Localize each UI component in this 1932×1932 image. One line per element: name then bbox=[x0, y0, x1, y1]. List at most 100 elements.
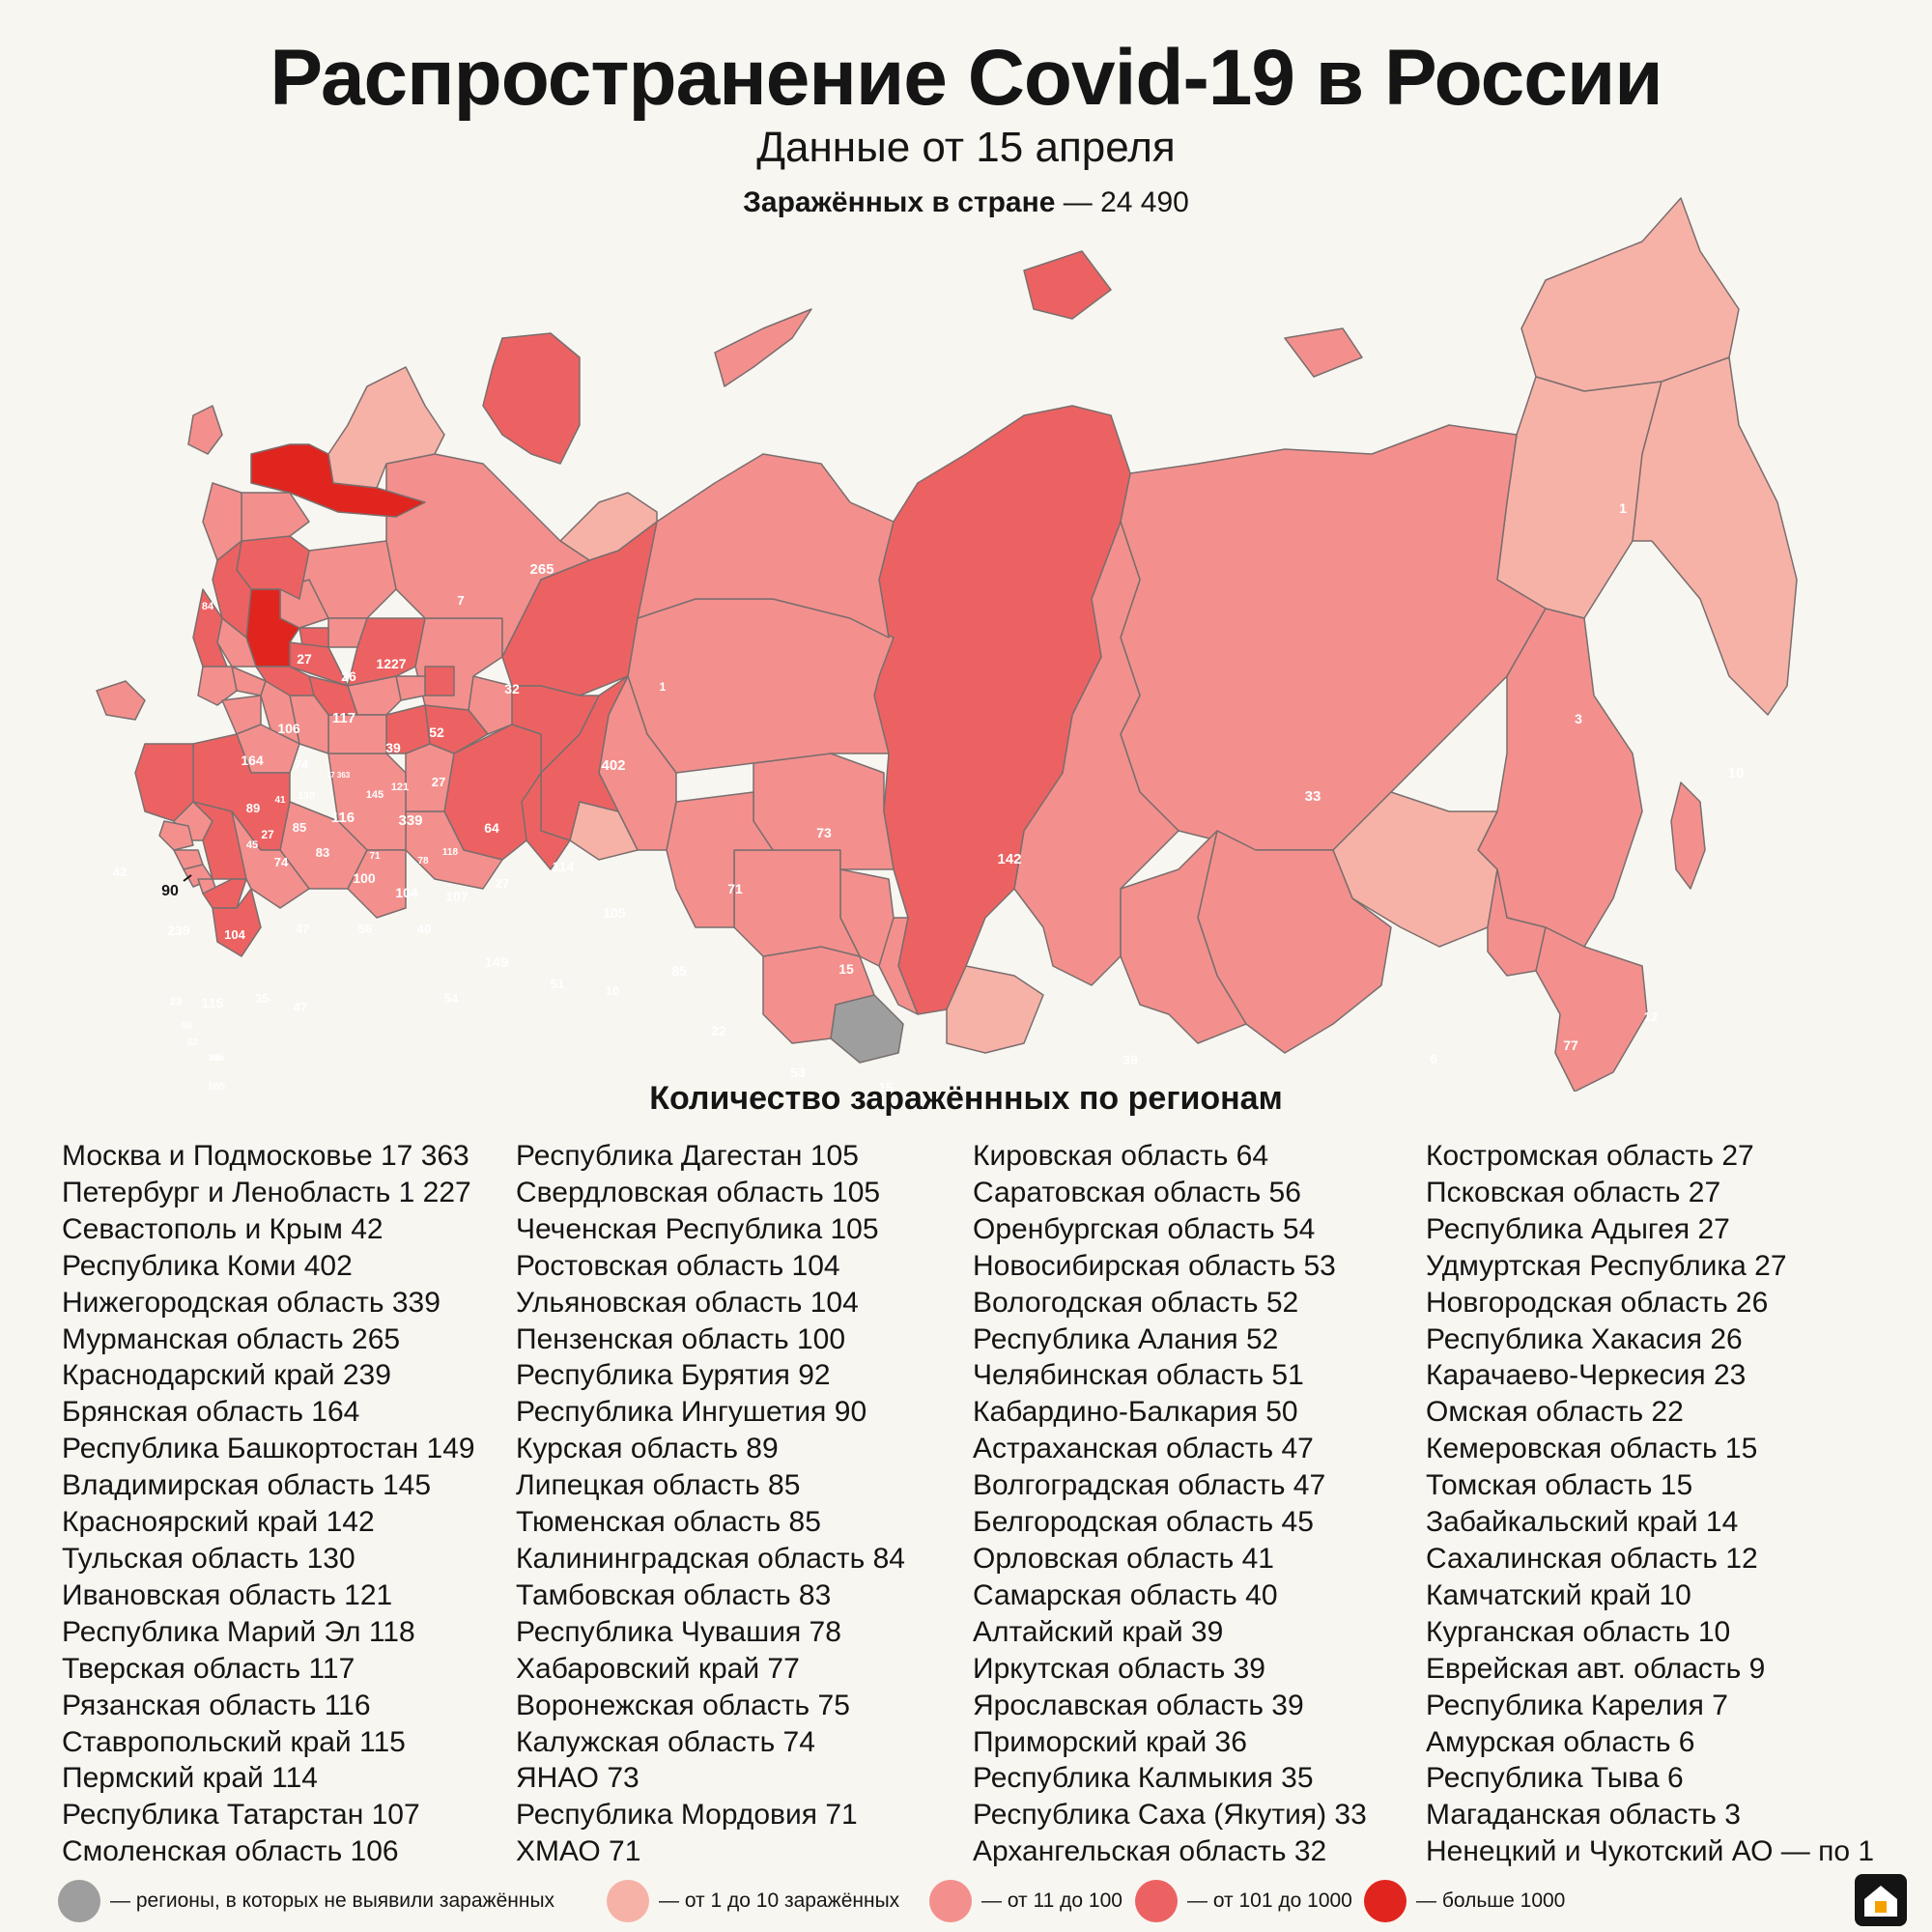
map-label-perm: 114 bbox=[553, 859, 575, 874]
map-label-khabarovsk: 77 bbox=[1563, 1037, 1578, 1053]
map-label-kirov: 64 bbox=[484, 820, 499, 836]
map-label-crimea: 42 bbox=[113, 865, 127, 879]
legend-label-101-1000: — от 101 до 1000 bbox=[1187, 1889, 1352, 1912]
region-list-item: Рязанская область 116 bbox=[62, 1689, 371, 1721]
map-label-lipetsk: 85 bbox=[293, 820, 306, 835]
region-smolensk bbox=[212, 540, 252, 639]
map-label-chelyabinsk: 51 bbox=[551, 977, 564, 991]
region-orenburg bbox=[405, 810, 503, 890]
region-list-item: Хабаровский край 77 bbox=[516, 1652, 800, 1685]
region-list-item: Костромская область 27 bbox=[1426, 1140, 1754, 1172]
list-heading: Количество заражённных по регионам bbox=[649, 1080, 1283, 1117]
region-list-item: Нижегородская область 339 bbox=[62, 1286, 440, 1319]
region-yakutia bbox=[1120, 424, 1547, 851]
legend: — регионы, в которых не выявили заражённ… bbox=[58, 1879, 1874, 1923]
region-kaliningrad bbox=[187, 405, 223, 455]
map-label-yaroslavl: 39 bbox=[385, 740, 401, 755]
map-label-kursk: 89 bbox=[246, 801, 260, 815]
map-label-yanao: 73 bbox=[816, 825, 832, 840]
region-list-item: Владимирская область 145 bbox=[62, 1469, 432, 1502]
region-list-item: Республика Ингушетия 90 bbox=[516, 1396, 867, 1429]
region-list-item: Смоленская область 106 bbox=[62, 1835, 399, 1868]
region-list-item: Архангельская область 32 bbox=[973, 1835, 1327, 1868]
map-label-pskov: 27 bbox=[297, 651, 312, 667]
region-list-item: Тамбовская область 83 bbox=[516, 1578, 832, 1611]
map-label-volgograd: 47 bbox=[296, 922, 309, 936]
region-primorsky bbox=[1535, 926, 1648, 1092]
region-list-item: Республика Марий Эл 118 bbox=[62, 1615, 415, 1648]
region-list-item: Волгоградская область 47 bbox=[973, 1469, 1326, 1502]
map-label-smolensk: 106 bbox=[277, 721, 300, 736]
map-label-orel: 41 bbox=[274, 795, 286, 806]
region-nao bbox=[559, 492, 658, 561]
map-label-kchr: 23 bbox=[170, 996, 182, 1008]
legend-none: — регионы, в которых не выявили заражённ… bbox=[58, 1879, 554, 1923]
region-list-item: Республика Мордовия 71 bbox=[516, 1799, 858, 1832]
region-list-item: Курганская область 10 bbox=[1426, 1615, 1731, 1648]
region-list-item: Свердловская область 105 bbox=[516, 1176, 881, 1208]
map-label-krasnodar: 239 bbox=[167, 923, 190, 938]
region-samara bbox=[405, 743, 455, 812]
map-label-astrakhan: 47 bbox=[294, 1000, 307, 1014]
region-list-item: Ставропольский край 115 bbox=[62, 1725, 406, 1758]
region-list-item: Томская область 15 bbox=[1426, 1469, 1693, 1502]
region-list-item: Брянская область 164 bbox=[62, 1396, 360, 1429]
map-label-irkutsk: 39 bbox=[1122, 1052, 1138, 1067]
map-label-kbr: 50 bbox=[181, 1021, 192, 1032]
region-list-col-3: Кировская область 64 Саратовская область … bbox=[973, 1138, 1367, 1870]
region-list-item: Ростовская область 104 bbox=[516, 1249, 840, 1282]
region-list-item: Республика Саха (Якутия) 33 bbox=[973, 1799, 1367, 1832]
map-label-spb: 1227 bbox=[376, 656, 406, 671]
region-list-item: Еврейская авт. область 9 bbox=[1426, 1652, 1766, 1685]
region-list-item: Тюменская область 85 bbox=[516, 1506, 821, 1539]
region-list-item: Республика Хакасия 26 bbox=[1426, 1322, 1743, 1355]
region-kalmykia bbox=[231, 810, 310, 909]
region-list-item: Республика Адыгея 27 bbox=[1426, 1212, 1730, 1245]
map-label-ingushetia: 90 bbox=[212, 1054, 220, 1063]
legend-swatch-none bbox=[58, 1880, 100, 1922]
map-label-kaluga: 74 bbox=[295, 757, 309, 772]
region-tyva bbox=[946, 965, 1044, 1054]
region-list-item: Приморский край 36 bbox=[973, 1725, 1247, 1758]
region-list-item: Новосибирская область 53 bbox=[973, 1249, 1336, 1282]
region-list-item: Кировская область 64 bbox=[973, 1140, 1269, 1172]
region-list-item: Калужская область 74 bbox=[516, 1725, 815, 1758]
map-label-kalmykia: 35 bbox=[255, 991, 269, 1006]
map-label-mordovia: 71 bbox=[369, 851, 381, 862]
region-chukotka bbox=[1520, 197, 1740, 392]
map-label-udmurtia: 27 bbox=[496, 876, 509, 891]
region-list-item: Пермский край 114 bbox=[62, 1762, 318, 1795]
map-label-nao: 1 bbox=[660, 680, 667, 694]
region-list-item: Орловская область 41 bbox=[973, 1542, 1274, 1575]
callout-ingushetia: 90 bbox=[161, 883, 179, 899]
region-buryatia bbox=[1120, 830, 1247, 1044]
map-label-novgorod: 26 bbox=[341, 668, 356, 684]
map-label-adygea: 27 bbox=[261, 828, 274, 841]
region-list-item: Петербург и Ленобласть 1 227 bbox=[62, 1176, 471, 1208]
region-list-item: Иркутская область 39 bbox=[973, 1652, 1265, 1685]
region-kchr bbox=[158, 820, 194, 851]
page-title: Распространение Covid-19 в России bbox=[270, 34, 1662, 122]
region-spb bbox=[250, 443, 426, 518]
legend-1-10: — от 1 до 10 заражённых bbox=[607, 1879, 899, 1923]
region-list-item: Ярославская область 39 bbox=[973, 1689, 1304, 1721]
region-list-item: Чеченская Республика 105 bbox=[516, 1212, 879, 1245]
region-karelia bbox=[327, 366, 445, 489]
map-label-bryansk: 164 bbox=[241, 753, 264, 768]
map-label-vologda: 52 bbox=[429, 724, 444, 740]
legend-swatch-1-10 bbox=[607, 1880, 649, 1922]
region-list-col-2: Республика Дагестан 105 Свердловская обла… bbox=[516, 1138, 905, 1870]
region-list-item: Саратовская область 56 bbox=[973, 1176, 1301, 1208]
region-list-item: Амурская область 6 bbox=[1426, 1725, 1695, 1758]
map-label-kamchatka: 10 bbox=[1728, 765, 1745, 781]
region-severnaya-zemlya bbox=[1023, 250, 1112, 320]
map-label-arkhangelsk: 32 bbox=[504, 681, 520, 696]
map-label-karelia: 7 bbox=[457, 593, 464, 608]
region-list-item: Республика Коми 402 bbox=[62, 1249, 353, 1282]
region-sakhalin bbox=[1670, 781, 1706, 890]
home-button[interactable] bbox=[1855, 1874, 1907, 1926]
region-list-item: Тульская область 130 bbox=[62, 1542, 355, 1575]
region-list-item: Республика Калмыкия 35 bbox=[973, 1762, 1314, 1795]
